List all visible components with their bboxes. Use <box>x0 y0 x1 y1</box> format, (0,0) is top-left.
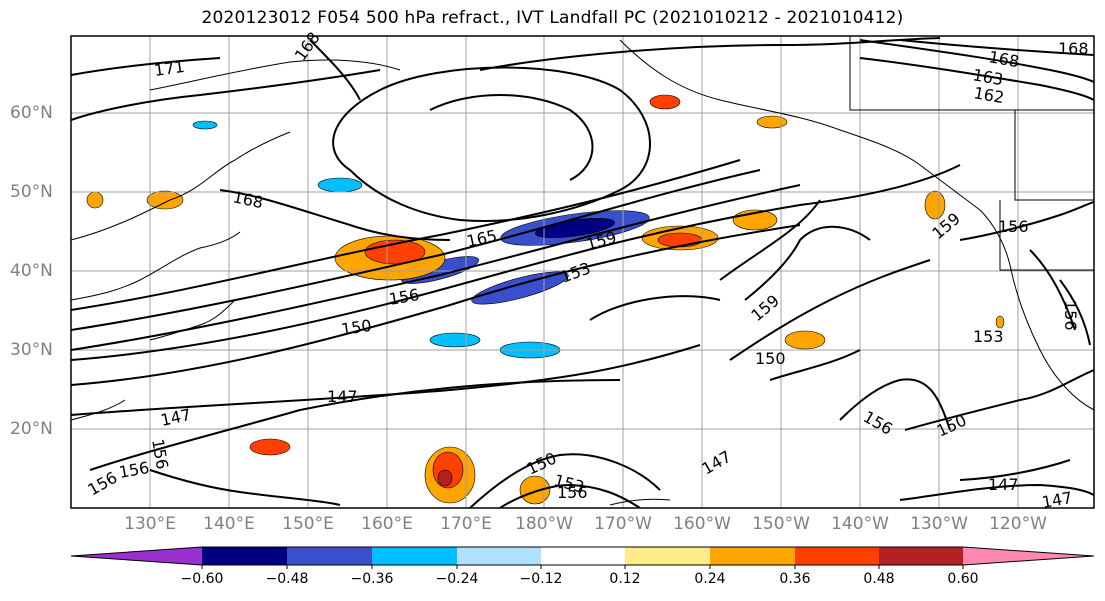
contour-label: 153 <box>973 327 1004 346</box>
contour-label: 150 <box>755 349 786 368</box>
colorbar-segment <box>541 547 625 565</box>
coastlines <box>71 36 1094 506</box>
colorbar-segment <box>457 547 541 565</box>
colorbar-tick-label: 0.48 <box>863 571 895 587</box>
map-frame <box>70 35 1095 509</box>
gridlines <box>71 36 1094 508</box>
colorbar-segment <box>710 547 795 565</box>
contour-label: 156 <box>998 217 1029 236</box>
colorbar-segment <box>372 547 457 565</box>
colorbar-segment <box>71 547 202 565</box>
map-title: 2020123012 F054 500 hPa refract., IVT La… <box>201 8 904 28</box>
colorbar-segment <box>879 547 963 565</box>
lon-label: 130°E <box>124 514 176 534</box>
colorbar-tick-label: −0.12 <box>519 571 563 587</box>
contour-label: 168 <box>1058 39 1089 58</box>
lon-label: 160°E <box>361 514 413 534</box>
refractivity-contours <box>71 37 1094 508</box>
contour-label: 147 <box>327 387 358 406</box>
lon-label: 180°W <box>515 514 573 534</box>
lon-label: 150°W <box>752 514 810 534</box>
lat-label: 30°N <box>10 340 53 360</box>
colorbar-segment <box>287 547 372 565</box>
colorbar-tick-label: 0.60 <box>947 571 979 587</box>
lat-label: 50°N <box>10 182 53 202</box>
colorbar-tick-label: 0.12 <box>609 571 641 587</box>
lon-label: 170°W <box>594 514 652 534</box>
colorbar-tick-label: −0.60 <box>180 571 224 587</box>
contour-label: 147 <box>988 475 1019 494</box>
colorbar-segment <box>795 547 879 565</box>
lon-label: 130°W <box>910 514 968 534</box>
lon-label: 170°E <box>440 514 492 534</box>
lon-label: 120°W <box>989 514 1047 534</box>
colorbar-tick-label: 0.36 <box>779 571 811 587</box>
shaded-areas <box>86 94 1005 505</box>
colorbar-segment <box>202 547 287 565</box>
contour-label: 156 <box>557 483 588 502</box>
contour-label: 171 <box>153 57 186 80</box>
lon-label: 160°W <box>673 514 731 534</box>
lon-label: 150°E <box>282 514 334 534</box>
colorbar-tick-label: −0.48 <box>265 571 309 587</box>
colorbar-segments <box>71 547 1094 565</box>
colorbar-segment <box>963 547 1094 565</box>
lat-label: 20°N <box>10 419 53 439</box>
contour-label: 150 <box>340 316 373 339</box>
lon-label: 140°E <box>203 514 255 534</box>
contour-label: 156 <box>1061 300 1080 331</box>
lat-label: 60°N <box>10 103 53 123</box>
colorbar-tick-label: 0.24 <box>694 571 726 587</box>
colorbar-tick-label: −0.24 <box>435 571 479 587</box>
colorbar-segment <box>625 547 710 565</box>
lat-label: 40°N <box>10 261 53 281</box>
lon-label: 140°W <box>831 514 889 534</box>
colorbar-tick-label: −0.36 <box>350 571 394 587</box>
